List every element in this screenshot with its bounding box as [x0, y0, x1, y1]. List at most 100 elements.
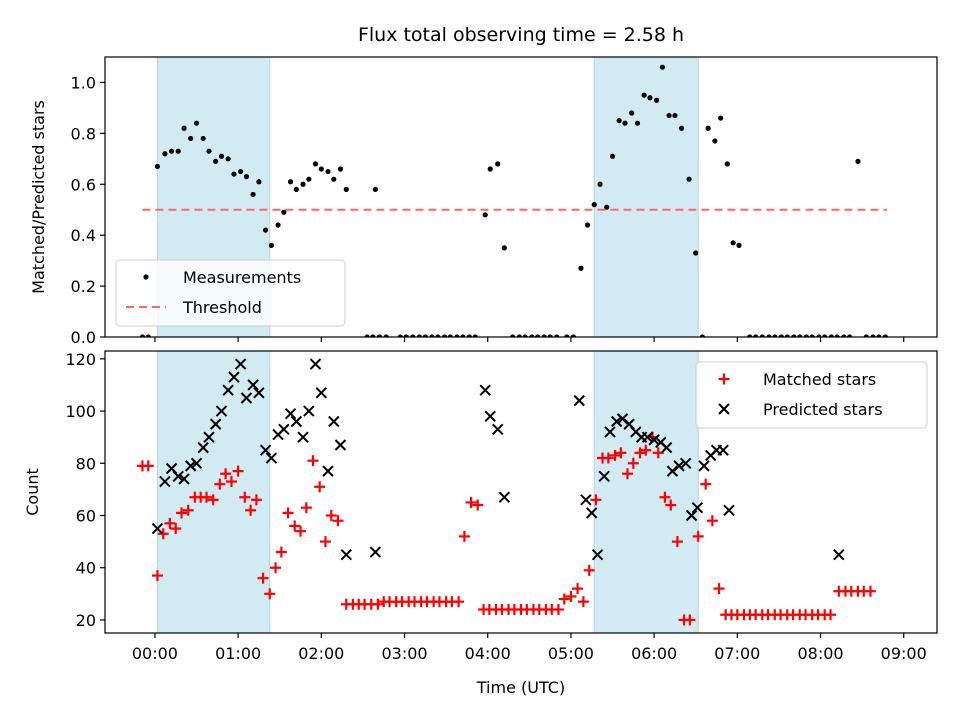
- x-tick-label: 07:00: [714, 644, 760, 663]
- matched-star-point: [257, 572, 269, 584]
- matched-star-point: [245, 504, 257, 516]
- measurement-point: [188, 135, 194, 142]
- measurement-point: [429, 334, 435, 337]
- measurement-point: [337, 166, 344, 172]
- predicted-star-point: [309, 358, 322, 370]
- legend-marker-x: [718, 403, 730, 415]
- measurement-point: [225, 156, 231, 162]
- predicted-star-point: [315, 387, 328, 399]
- matched-star-point: [176, 507, 188, 519]
- predicted-star-point: [172, 470, 184, 483]
- measurement-point: [262, 227, 269, 233]
- measurement-point: [834, 334, 840, 337]
- measurement-point: [876, 334, 882, 337]
- measurement-point: [803, 334, 809, 337]
- predicted-star-point: [580, 494, 592, 506]
- matched-star-point: [706, 515, 718, 527]
- measurement-point: [200, 135, 206, 142]
- matched-star-point: [300, 502, 312, 514]
- predicted-star-point: [240, 392, 253, 404]
- measurement-point: [784, 334, 790, 337]
- top-panel: 0.0 0.2 0.4 0.6 0.8 1.0 Matched/Predicted star…: [29, 56, 938, 347]
- predicted-star-point: [209, 418, 222, 430]
- measurement-point: [193, 120, 200, 126]
- matched-star-point: [684, 614, 696, 626]
- measurement-point: [554, 334, 560, 337]
- measurement-point: [422, 334, 428, 337]
- predicted-star-point: [648, 434, 660, 446]
- measurement-point: [482, 212, 488, 218]
- measurement-point: [712, 138, 718, 144]
- matched-star-point: [325, 510, 337, 521]
- measurement-point: [797, 334, 803, 337]
- measurement-point: [256, 179, 262, 185]
- matched-star-point: [164, 517, 176, 529]
- y-tick-label: 0.4: [71, 226, 96, 245]
- predicted-star-point: [666, 465, 679, 477]
- matched-star-point: [319, 536, 331, 548]
- predicted-star-point: [691, 501, 704, 514]
- x-tick-label: 04:00: [465, 644, 511, 663]
- y-tick-label: 120: [65, 350, 96, 369]
- y-axis-label-top: Matched/Predicted stars: [29, 100, 48, 294]
- predicted-star-point: [586, 507, 598, 519]
- measurement-point: [718, 115, 724, 121]
- y-tick-label: 60: [76, 507, 96, 526]
- measurement-point: [139, 334, 146, 337]
- measurement-point: [472, 334, 478, 337]
- measurement-point: [447, 334, 453, 337]
- predicted-star-point: [369, 546, 382, 558]
- predicted-star-point: [222, 384, 234, 396]
- measurement-point: [376, 334, 383, 337]
- measurement-point: [659, 64, 666, 70]
- predicted-star-point: [228, 371, 240, 383]
- predicted-star-point: [604, 426, 616, 438]
- measurement-point: [343, 186, 349, 192]
- legend-label: Predicted stars: [763, 400, 883, 419]
- predicted-star-point: [673, 460, 685, 472]
- matched-star-point: [700, 478, 712, 490]
- measurement-point: [678, 125, 685, 131]
- matched-star-point: [565, 590, 577, 602]
- shaded-interval-bottom-0: [156, 350, 271, 634]
- measurement-point: [370, 334, 376, 337]
- measurement-point: [218, 153, 225, 159]
- measurement-point: [331, 176, 337, 182]
- matched-star-point: [864, 585, 876, 597]
- measurement-point: [772, 334, 778, 337]
- legend-marker-plus: [718, 373, 730, 385]
- predicted-star-point: [340, 548, 352, 561]
- predicted-star-point: [278, 423, 290, 436]
- measurement-point: [822, 334, 828, 337]
- measurement-point: [759, 334, 765, 337]
- measurement-point: [238, 168, 244, 175]
- matched-star-point: [182, 504, 194, 516]
- measurement-point: [724, 161, 730, 167]
- measurement-point: [162, 151, 168, 157]
- predicted-star-point: [159, 475, 171, 488]
- measurement-point: [699, 334, 705, 337]
- measurement-point: [641, 92, 647, 98]
- predicted-star-point: [151, 522, 164, 535]
- predicted-star-point: [616, 413, 629, 425]
- measurement-point: [541, 334, 547, 337]
- y-tick-label: 80: [76, 454, 96, 473]
- measurement-point: [870, 334, 876, 337]
- measurement-point: [281, 209, 287, 215]
- matched-star-point: [627, 457, 639, 469]
- matched-star-point: [634, 447, 646, 459]
- measurement-point: [855, 158, 861, 164]
- matched-star-point: [590, 494, 602, 506]
- matched-star-point: [609, 449, 621, 461]
- measurement-point: [693, 250, 699, 256]
- measurement-point: [654, 97, 660, 103]
- predicted-star-point: [215, 405, 228, 417]
- measurement-point: [487, 166, 493, 172]
- y-tick-label: 0.2: [71, 277, 96, 296]
- matched-star-point: [264, 588, 276, 600]
- matched-star-point: [621, 468, 633, 480]
- measurement-point: [584, 222, 591, 228]
- predicted-star-point: [322, 465, 334, 477]
- measurement-point: [168, 148, 175, 154]
